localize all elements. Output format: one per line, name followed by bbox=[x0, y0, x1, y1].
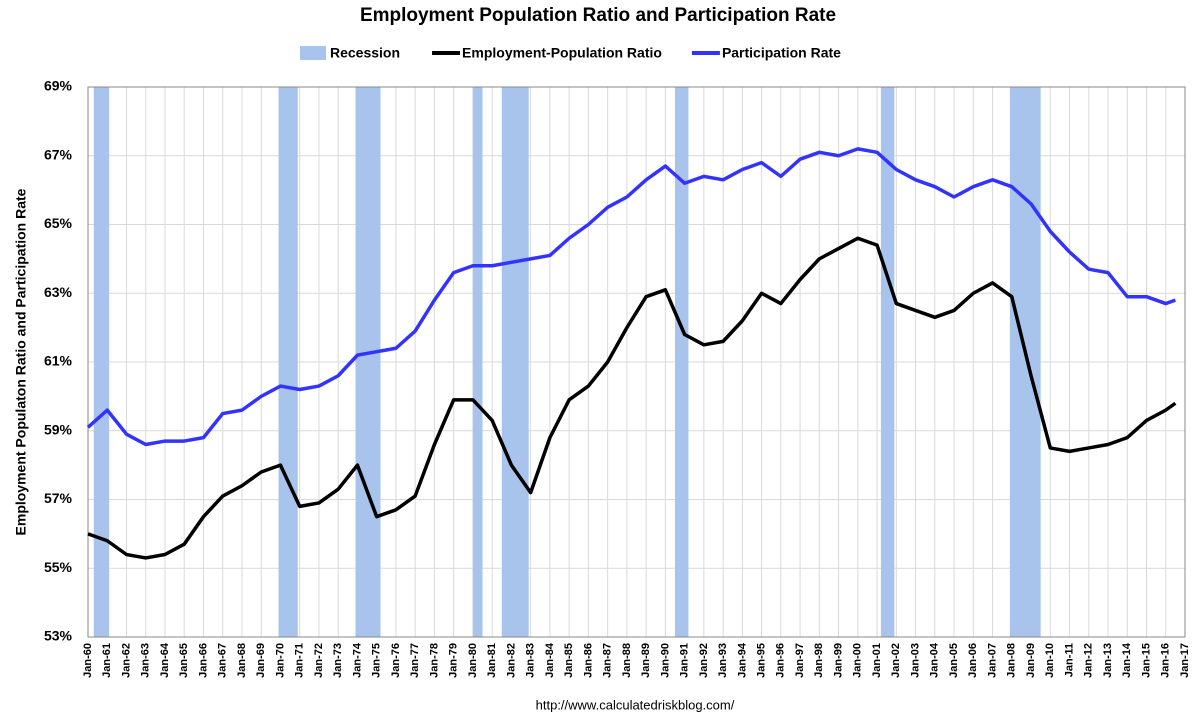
x-tick-label: Jan-75 bbox=[371, 643, 383, 678]
x-tick-label: Jan-86 bbox=[582, 643, 594, 678]
x-tick-label: Jan-12 bbox=[1083, 643, 1095, 678]
recession-band bbox=[472, 87, 483, 637]
x-tick-label: Jan-68 bbox=[236, 643, 248, 678]
x-tick-label: Jan-78 bbox=[428, 643, 440, 678]
x-tick-label: Jan-71 bbox=[294, 643, 306, 678]
recession-band bbox=[278, 87, 298, 637]
x-tick-label: Jan-77 bbox=[409, 643, 421, 678]
x-tick-label: Jan-15 bbox=[1140, 643, 1152, 678]
y-tick-label: 69% bbox=[44, 78, 73, 94]
legend-swatch bbox=[300, 46, 326, 60]
x-tick-label: Jan-96 bbox=[775, 643, 787, 678]
recession-band bbox=[880, 87, 895, 637]
x-tick-label: Jan-02 bbox=[890, 643, 902, 678]
x-tick-label: Jan-67 bbox=[217, 643, 229, 678]
x-tick-label: Jan-06 bbox=[967, 643, 979, 678]
series-line bbox=[86, 147, 1176, 447]
x-tick-label: Jan-80 bbox=[467, 643, 479, 678]
x-tick-label: Jan-76 bbox=[390, 643, 402, 678]
x-tick-label: Jan-94 bbox=[736, 642, 748, 678]
recession-band bbox=[355, 87, 381, 637]
x-tick-label: Jan-14 bbox=[1121, 642, 1133, 678]
x-tick-label: Jan-65 bbox=[178, 643, 190, 678]
recession-band bbox=[674, 87, 689, 637]
x-tick-label: Jan-84 bbox=[544, 642, 556, 678]
x-tick-label: Jan-89 bbox=[640, 643, 652, 678]
x-tick-label: Jan-83 bbox=[525, 643, 537, 678]
x-tick-label: Jan-87 bbox=[602, 643, 614, 678]
recession-band bbox=[1009, 87, 1041, 637]
x-tick-label: Jan-01 bbox=[871, 643, 883, 678]
y-tick-label: 59% bbox=[44, 421, 73, 437]
x-tick-label: Jan-88 bbox=[621, 643, 633, 678]
source: http://www.calculatedriskblog.com/ bbox=[536, 697, 735, 712]
x-tick-label: Jan-64 bbox=[159, 642, 171, 678]
x-tick-label: Jan-90 bbox=[659, 643, 671, 678]
x-tick-label: Jan-70 bbox=[274, 643, 286, 678]
y-tick-label: 55% bbox=[44, 559, 73, 575]
x-tick-label: Jan-61 bbox=[101, 643, 113, 678]
x-tick-label: Jan-00 bbox=[852, 643, 864, 678]
legend-label: Participation Rate bbox=[722, 45, 841, 61]
x-tick-label: Jan-66 bbox=[197, 643, 209, 678]
x-tick-label: Jan-63 bbox=[140, 643, 152, 678]
x-tick-label: Jan-93 bbox=[717, 643, 729, 678]
x-tick-label: Jan-03 bbox=[909, 643, 921, 678]
x-tick-label: Jan-98 bbox=[813, 643, 825, 678]
x-tick-label: Jan-60 bbox=[82, 643, 94, 678]
y-tick-label: 57% bbox=[44, 490, 73, 506]
x-tick-label: Jan-62 bbox=[120, 643, 132, 678]
x-tick-label: Jan-16 bbox=[1160, 643, 1172, 678]
y-tick-label: 63% bbox=[44, 284, 73, 300]
x-tick-label: Jan-85 bbox=[563, 643, 575, 678]
y-tick-label: 67% bbox=[44, 146, 73, 162]
x-tick-label: Jan-13 bbox=[1102, 643, 1114, 678]
x-tick-label: Jan-10 bbox=[1044, 643, 1056, 678]
y-tick-label: 65% bbox=[44, 215, 73, 231]
x-tick-label: Jan-09 bbox=[1025, 643, 1037, 678]
y-axis-label: Employment Populaton Ratio and Participa… bbox=[13, 188, 29, 535]
x-tick-label: Jan-69 bbox=[255, 643, 267, 678]
x-tick-label: Jan-91 bbox=[679, 643, 691, 678]
x-tick-label: Jan-72 bbox=[313, 643, 325, 678]
y-tick-label: 53% bbox=[44, 628, 73, 644]
x-tick-label: Jan-95 bbox=[756, 643, 768, 678]
x-tick-label: Jan-79 bbox=[448, 643, 460, 678]
x-tick-label: Jan-04 bbox=[929, 642, 941, 678]
x-tick-label: Jan-92 bbox=[698, 643, 710, 678]
y-tick-label: 61% bbox=[44, 353, 73, 369]
x-tick-label: Jan-08 bbox=[1006, 643, 1018, 678]
x-tick-label: Jan-74 bbox=[351, 642, 363, 678]
x-tick-label: Jan-07 bbox=[986, 643, 998, 678]
x-tick-label: Jan-17 bbox=[1179, 643, 1191, 678]
plot-frame bbox=[87, 86, 1186, 638]
recession-band bbox=[93, 87, 110, 637]
recession-band bbox=[501, 87, 529, 637]
x-tick-label: Jan-73 bbox=[332, 643, 344, 678]
series-line bbox=[87, 236, 1177, 560]
legend-label: Employment-Population Ratio bbox=[462, 45, 662, 61]
x-tick-label: Jan-97 bbox=[794, 643, 806, 678]
x-tick-label: Jan-81 bbox=[486, 643, 498, 678]
x-tick-label: Jan-05 bbox=[948, 643, 960, 678]
x-tick-label: Jan-82 bbox=[505, 643, 517, 678]
x-tick-label: Jan-11 bbox=[1063, 643, 1075, 677]
legend-label: Recession bbox=[330, 45, 400, 61]
chart-title: Employment Population Ratio and Particip… bbox=[360, 5, 836, 26]
x-tick-label: Jan-99 bbox=[832, 643, 844, 678]
